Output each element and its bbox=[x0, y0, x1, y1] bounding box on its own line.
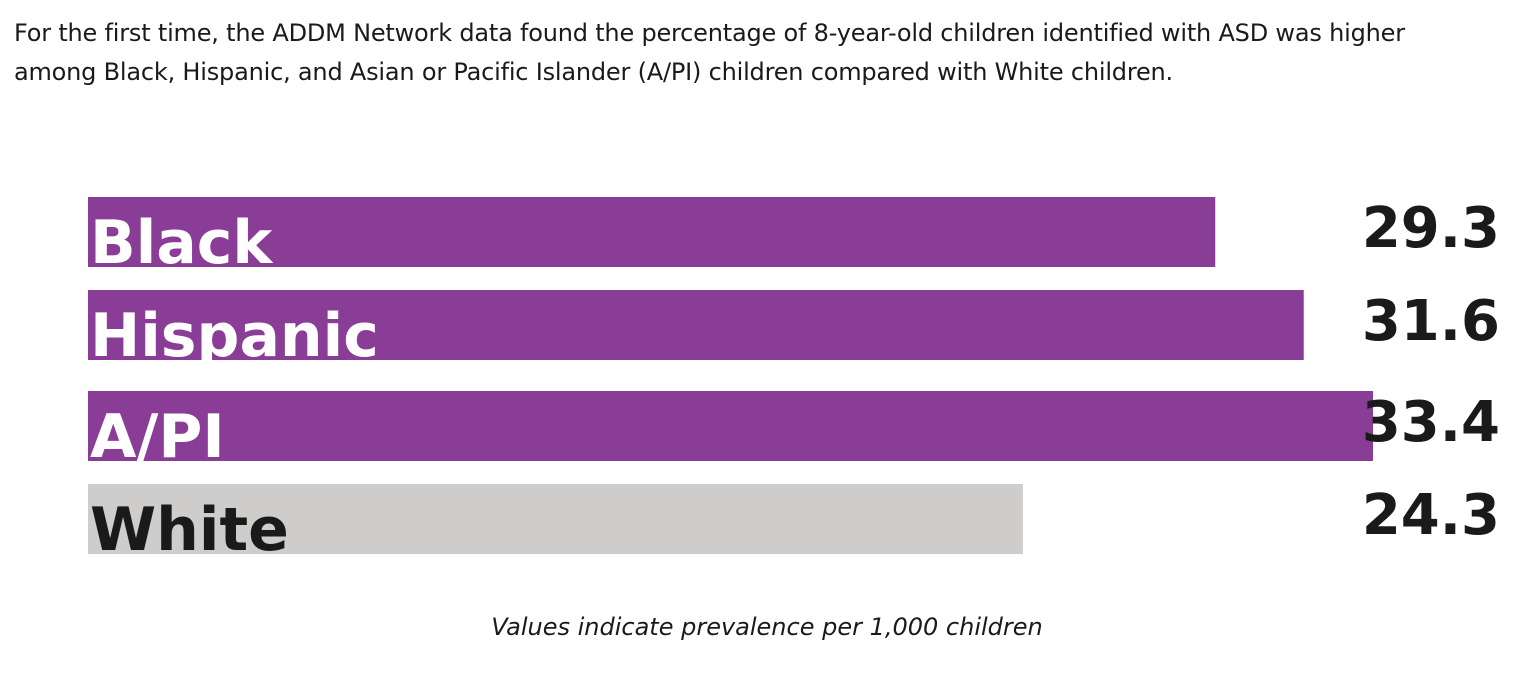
value-label-white: 24.3 bbox=[1362, 483, 1500, 548]
bar-hispanic bbox=[88, 290, 1304, 360]
value-label-black: 29.3 bbox=[1362, 196, 1500, 261]
category-label-black: Black bbox=[90, 208, 274, 278]
intro-paragraph: For the first time, the ADDM Network dat… bbox=[14, 19, 1405, 86]
category-label-a-pi: A/PI bbox=[90, 402, 225, 472]
bar-white bbox=[88, 484, 1023, 554]
category-label-hispanic: Hispanic bbox=[90, 301, 379, 371]
bar-black bbox=[88, 197, 1216, 267]
value-label-hispanic: 31.6 bbox=[1362, 289, 1500, 354]
bar-a-pi bbox=[88, 391, 1373, 461]
category-label-white: White bbox=[90, 495, 289, 565]
value-label-a-pi: 33.4 bbox=[1362, 390, 1500, 455]
chart-footnote: Values indicate prevalence per 1,000 chi… bbox=[491, 613, 1043, 641]
